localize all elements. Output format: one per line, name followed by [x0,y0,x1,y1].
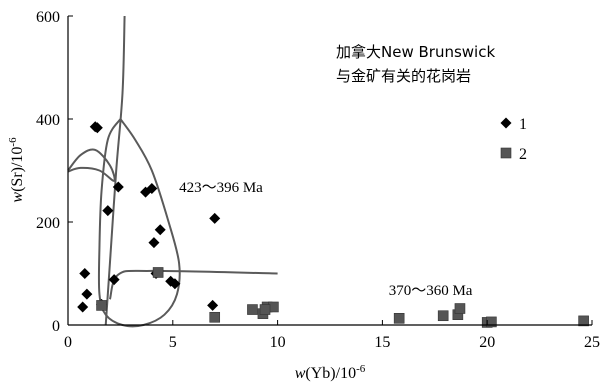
x-tick-label: 15 [374,334,390,351]
legend: 12 [500,116,527,163]
axes [67,16,592,326]
legend-marker-2 [500,147,512,159]
point-series-2 [486,316,497,328]
y-tick-label: 200 [36,215,60,232]
point-series-2 [393,313,405,324]
age-labels: 423～396 Ma 370～360 Ma [179,180,473,299]
point-series-2 [454,303,466,314]
y-axis-title: w(Sr)/10-6 [7,137,26,203]
field-lower-curve [108,269,278,300]
point-series-1 [81,288,93,300]
tick-labels: 0 5 10 15 20 25 0 200 400 600 [36,9,600,351]
point-series-1 [207,299,219,311]
point-series-2 [259,304,271,315]
point-series-1 [209,212,221,224]
legend-label-2: 2 [519,146,527,163]
point-series-1 [79,268,91,279]
x-tick-label: 25 [584,334,600,351]
field-loop-left [67,148,116,182]
point-series-1 [154,224,166,236]
x-tick-label: 0 [64,334,72,351]
point-series-1 [91,122,103,134]
annotation-line1: 加拿大New Brunswick [336,43,495,61]
point-series-2 [578,315,589,327]
x-tick-label: 20 [479,334,495,351]
point-series-1 [112,181,124,193]
point-series-1 [146,183,158,195]
point-series-1 [148,237,160,249]
x-axis-title: w(Yb)/10-6 [295,363,366,382]
y-tick-label: 0 [52,318,60,335]
y-tick-label: 400 [36,112,60,129]
point-series-2 [247,304,258,315]
x-tick-label: 5 [169,334,177,351]
legend-label-1: 1 [519,116,527,133]
age-label: 423～396 Ma [179,180,263,196]
x-tick-label: 10 [270,334,286,351]
legend-marker-1 [500,117,512,129]
point-series-1 [108,274,120,286]
point-series-2 [96,300,107,311]
point-series-1 [169,278,181,290]
point-series-2 [152,267,164,278]
point-series-2 [209,311,221,323]
point-series-1 [102,205,114,217]
y-tick-label: 600 [36,9,60,26]
data-points [77,121,589,328]
point-series-2 [437,310,449,322]
field-tall-curve [104,15,126,326]
annotation-line2: 与金矿有关的花岗岩 [336,67,471,85]
point-series-1 [77,301,89,313]
age-label: 370～360 Ma [389,283,473,299]
